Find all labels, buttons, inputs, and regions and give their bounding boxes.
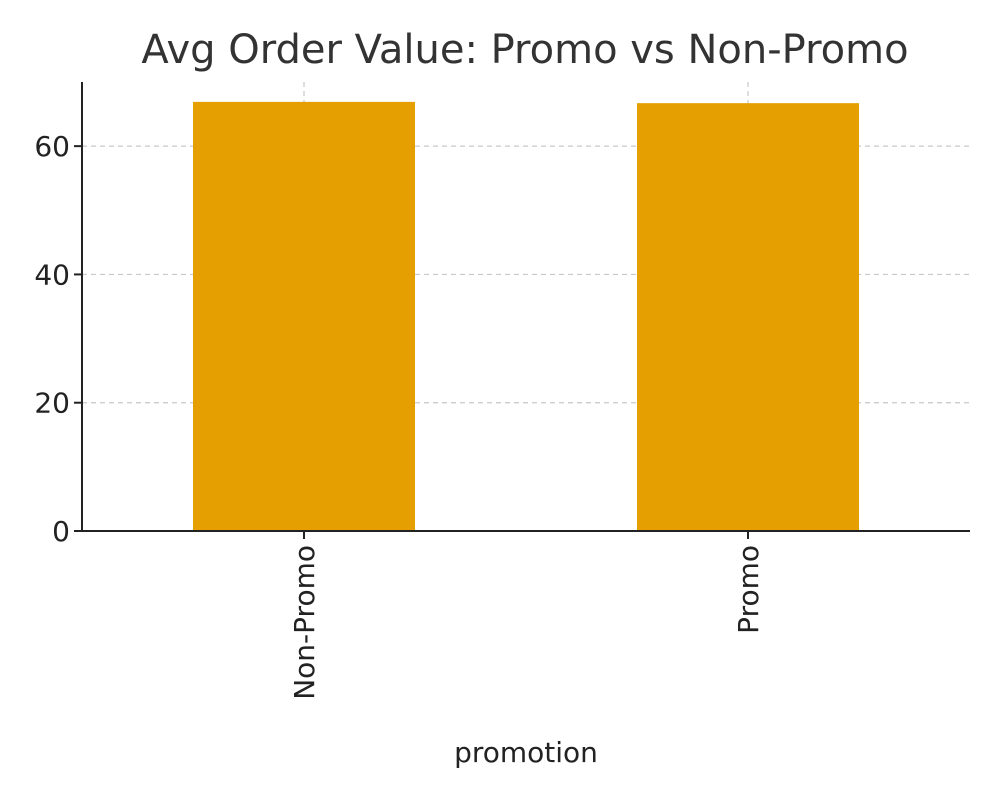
y-tick-label: 40 <box>34 258 70 291</box>
bar-promo <box>637 103 859 531</box>
x-axis-ticks: Non-Promo Promo <box>288 531 765 700</box>
plot-area: 0 20 40 60 Non-Promo Promo <box>34 82 970 700</box>
bar-non-promo <box>193 101 415 532</box>
x-tick-label: Non-Promo <box>288 545 321 700</box>
y-tick-label: 20 <box>34 387 70 420</box>
y-tick-label: 0 <box>52 515 70 548</box>
y-axis-ticks: 0 20 40 60 <box>34 130 82 548</box>
x-tick-label: Promo <box>732 545 765 634</box>
axes <box>81 82 970 532</box>
y-tick-label: 60 <box>34 130 70 163</box>
bars <box>193 101 859 532</box>
chart-title: Avg Order Value: Promo vs Non-Promo <box>141 27 908 73</box>
x-axis-label: promotion <box>454 736 598 769</box>
